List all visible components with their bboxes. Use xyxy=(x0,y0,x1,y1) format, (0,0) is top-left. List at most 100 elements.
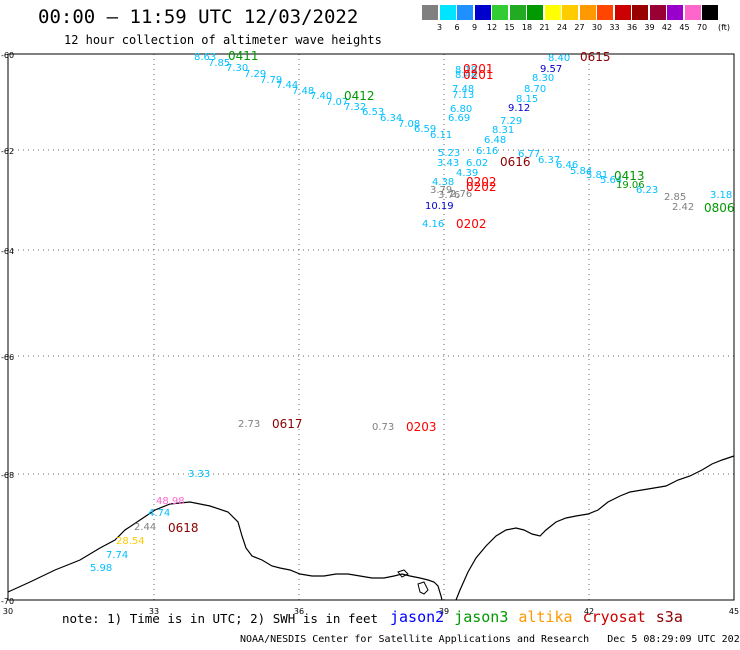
wave-height-label: 4.39 xyxy=(456,168,478,179)
pass-time-label: 0806 xyxy=(704,201,735,215)
wave-height-label: 48.98 xyxy=(156,496,185,507)
wave-height-label: 19.06 xyxy=(616,180,645,191)
colorbar-tick: 39 xyxy=(644,23,655,32)
wave-height-label: 7.74 xyxy=(106,550,128,561)
wave-height-label: 8.15 xyxy=(516,94,538,105)
legend-entry: jason3 xyxy=(454,608,509,626)
longitude-label: 42 xyxy=(584,607,594,616)
wave-height-label: 5.84 xyxy=(570,166,592,177)
wave-height-label: 2.76 xyxy=(450,189,472,200)
colorbar-swatch xyxy=(544,5,561,20)
wave-height-label: 4.16 xyxy=(422,219,444,230)
wave-height-label: 3.33 xyxy=(188,469,210,480)
generated-timestamp: Dec 5 08:29:09 UTC 2022 xyxy=(607,634,740,645)
latitude-label: -60 xyxy=(1,51,14,60)
wave-height-label: 7.32 xyxy=(344,102,366,113)
wave-height-label: 2.42 xyxy=(672,202,694,213)
colorbar-tick: 12 xyxy=(486,23,498,32)
colorbar-swatch xyxy=(684,5,701,20)
colorbar-tick: 21 xyxy=(539,23,550,32)
wave-height-label: 8.30 xyxy=(532,73,554,84)
wave-height-label: 4.74 xyxy=(148,508,170,519)
colorbar-tick: 36 xyxy=(626,23,638,32)
wave-height-label: 2.73 xyxy=(238,419,260,430)
colorbar-swatch xyxy=(702,5,718,20)
wave-height-label: 6.69 xyxy=(448,113,470,124)
wave-height-label: 10.19 xyxy=(425,201,454,212)
colorbar-swatch xyxy=(492,5,508,20)
wave-height-label: 7.85 xyxy=(208,58,230,69)
wave-height-label: 8.31 xyxy=(492,125,514,136)
pass-time-label: 0615 xyxy=(580,50,611,64)
longitude-label: 45 xyxy=(729,607,739,616)
latitude-label: -70 xyxy=(1,597,14,606)
wave-height-label: 6.80 xyxy=(450,104,472,115)
colorbar-unit: (ft) xyxy=(718,23,731,32)
pass-time-label: 0618 xyxy=(168,521,199,535)
longitude-label: 33 xyxy=(149,607,159,616)
longitude-label: 39 xyxy=(439,607,449,616)
wave-height-label: 3.43 xyxy=(437,158,459,169)
wave-height-label: 9.57 xyxy=(540,64,562,75)
colorbar-swatch xyxy=(562,5,578,20)
wave-height-label: 6.37 xyxy=(538,155,560,166)
wave-height-label: 8.48 xyxy=(455,70,477,81)
wave-height-label: 6.59 xyxy=(414,124,436,135)
credit-text: NOAA/NESDIS Center for Satellite Applica… xyxy=(240,634,590,645)
wave-height-label: 6.77 xyxy=(518,149,540,160)
colorbar-swatch xyxy=(579,5,596,20)
footnote: note: 1) Time is in UTC; 2) SWH is in fe… xyxy=(62,611,379,626)
wave-height-label: 6.23 xyxy=(636,185,658,196)
pass-time-label: 0411 xyxy=(228,49,259,63)
colorbar-tick: 15 xyxy=(504,23,515,32)
pass-time-label: 0201 xyxy=(463,62,494,76)
colorbar-swatch xyxy=(597,5,613,20)
legend-entry: altika xyxy=(518,608,573,626)
pass-time-label: 0413 xyxy=(614,169,645,183)
colorbar-tick: 27 xyxy=(574,23,585,32)
colorbar-tick: 30 xyxy=(591,23,603,32)
colorbar-swatch xyxy=(527,5,543,20)
pass-time-label: 0203 xyxy=(406,420,437,434)
wave-height-label: 7.48 xyxy=(292,86,314,97)
map-frame xyxy=(7,53,735,601)
legend-entry: cryosat xyxy=(582,608,646,626)
colorbar-swatch xyxy=(422,5,438,20)
colorbar-swatch xyxy=(667,5,683,20)
wave-height-label: 2.44 xyxy=(134,522,156,533)
wave-height-label: 2.85 xyxy=(664,192,686,203)
wave-height-label: 7.29 xyxy=(500,116,522,127)
longitude-label: 36 xyxy=(294,607,304,616)
pass-time-label: 0412 xyxy=(344,89,375,103)
satellite-legend: jason2 jason3 altika cryosat s3a xyxy=(390,608,693,626)
wave-height-label: 6.02 xyxy=(466,158,488,169)
wave-height-label: 7.08 xyxy=(398,119,420,130)
wave-height-label: 6.48 xyxy=(484,135,506,146)
pass-time-label: 0202 xyxy=(466,175,497,189)
wave-height-label: 0.73 xyxy=(372,422,394,433)
wave-height-label: 6.53 xyxy=(362,107,384,118)
wave-height-label: 9.12 xyxy=(508,103,530,114)
pass-time-label: 0201 xyxy=(463,68,494,82)
map-title: 00:00 – 11:59 UTC 12/03/2022 xyxy=(38,6,359,28)
wave-height-label: 5.23 xyxy=(438,148,460,159)
wave-height-label: 5.64 xyxy=(600,175,622,186)
latitude-label: -66 xyxy=(1,353,14,362)
colorbar-tick: 9 xyxy=(471,23,478,32)
wave-height-label: 5.81 xyxy=(586,170,608,181)
pass-time-label: 0616 xyxy=(500,155,531,169)
wave-height-label: 4.38 xyxy=(432,177,454,188)
wave-height-label: 5.98 xyxy=(90,563,112,574)
wave-height-label: 3.79 xyxy=(430,185,452,196)
colorbar-swatch xyxy=(632,5,648,20)
wave-height-label: 8.40 xyxy=(548,53,570,64)
coast-inlet xyxy=(417,581,429,595)
wave-height-label: 7.44 xyxy=(276,80,298,91)
colorbar-swatch xyxy=(509,5,526,20)
credit-line: NOAA/NESDIS Center for Satellite Applica… xyxy=(240,634,740,645)
wave-height-label: 7.40 xyxy=(310,91,332,102)
colorbar-tick: 42 xyxy=(661,23,673,32)
wave-height-label: 7.29 xyxy=(244,69,266,80)
